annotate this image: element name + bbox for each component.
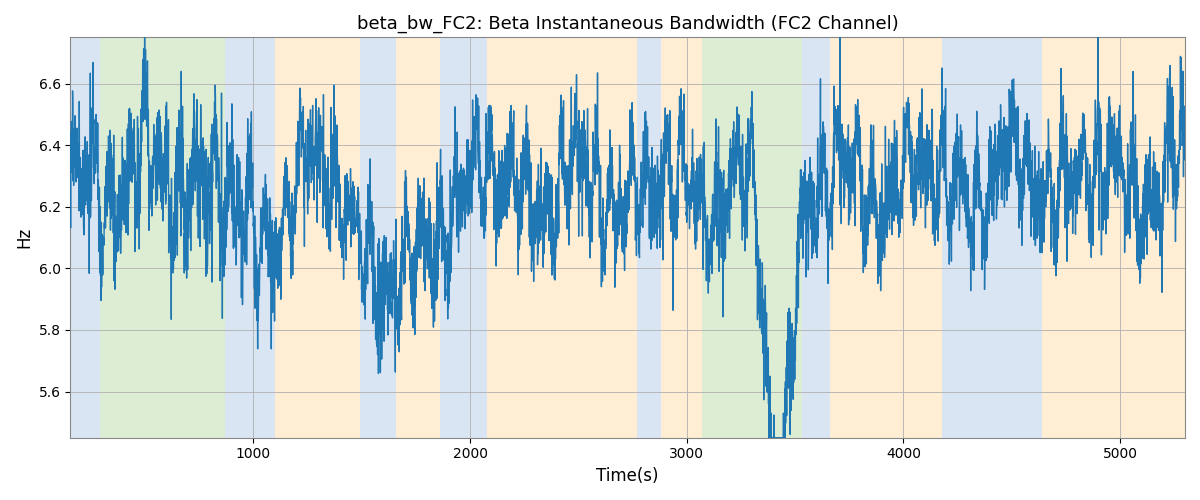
- Bar: [802, 38, 829, 438]
- X-axis label: Time(s): Time(s): [596, 467, 659, 485]
- Bar: [702, 38, 802, 438]
- Bar: [661, 38, 702, 438]
- Bar: [396, 38, 439, 438]
- Bar: [829, 38, 942, 438]
- Bar: [275, 38, 360, 438]
- Bar: [226, 38, 275, 438]
- Bar: [637, 38, 661, 438]
- Bar: [100, 38, 226, 438]
- Bar: [439, 38, 487, 438]
- Bar: [942, 38, 1042, 438]
- Y-axis label: Hz: Hz: [14, 227, 32, 248]
- Title: beta_bw_FC2: Beta Instantaneous Bandwidth (FC2 Channel): beta_bw_FC2: Beta Instantaneous Bandwidt…: [356, 15, 899, 34]
- Bar: [487, 38, 637, 438]
- Bar: [71, 38, 100, 438]
- Bar: [1068, 38, 1186, 438]
- Bar: [1042, 38, 1068, 438]
- Bar: [360, 38, 396, 438]
